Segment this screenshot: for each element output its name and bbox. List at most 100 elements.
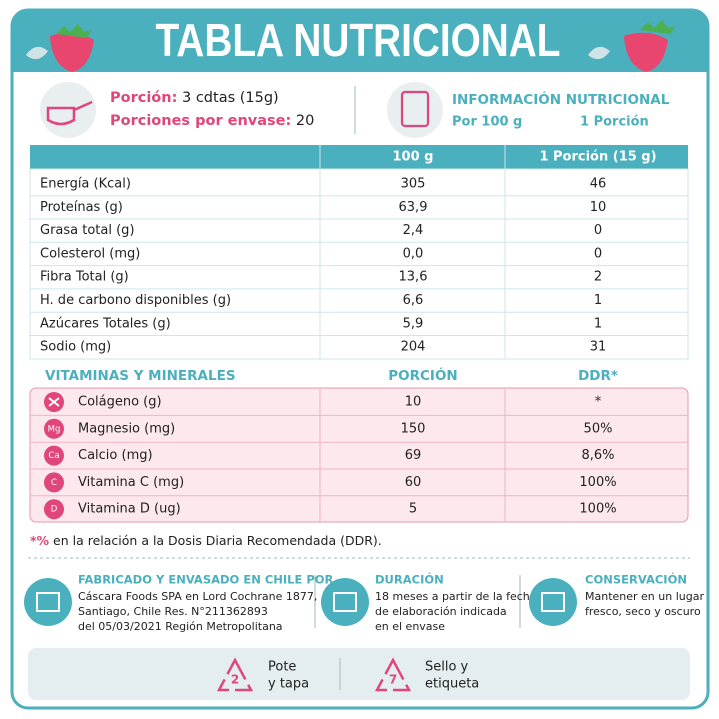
nutrient-name: Grasa total (g) [40, 223, 135, 238]
clipboard-icon [387, 82, 443, 138]
nutrient-name: Proteínas (g) [40, 200, 123, 215]
vitamin-ddr: * [595, 395, 602, 410]
vitamin-name: Calcio (mg) [78, 448, 153, 463]
scoop [46, 100, 93, 126]
icon-label: Ca [48, 451, 59, 461]
table-body [29, 168, 689, 360]
vitamins-header: VITAMINAS Y MINERALES [45, 368, 236, 384]
per-container-value: 20 [296, 113, 314, 129]
title: TABLA NUTRICIONAL [156, 14, 561, 66]
vitamin-ddr: 100% [579, 475, 616, 490]
vitamin-portion: 5 [409, 502, 417, 517]
recycle-label: y tapa [268, 677, 309, 692]
recycle-label: Sello y [425, 660, 469, 675]
vitamin-ddr: 8,6% [581, 448, 614, 463]
leaf [588, 46, 610, 60]
vitamins-header: PORCIÓN [388, 366, 457, 384]
nutrient-name: H. de carbono disponibles (g) [40, 293, 231, 308]
column-header: 1 Porción (15 g) [539, 150, 656, 165]
footnote-mark: *% [30, 533, 50, 548]
column-header: 100 g [393, 150, 434, 165]
footer-icon [529, 578, 577, 626]
cell-value: 63,9 [399, 200, 428, 215]
icon-label: C [51, 478, 57, 488]
recycle-label: etiqueta [425, 677, 479, 692]
recycle-symbol [216, 657, 254, 692]
nutrient-icon [44, 472, 64, 493]
portion-label: Porción: [110, 90, 177, 106]
nutrient-icon [44, 418, 64, 439]
portion: Porción: 3 cdtas (15g) [110, 90, 279, 106]
footer-line: Santiago, Chile Res. N°211362893 [78, 605, 268, 618]
strawberry-left [50, 24, 94, 72]
vitamin-ddr: 50% [584, 421, 613, 436]
cell-value: 6,6 [403, 293, 424, 308]
vitamin-portion: 60 [405, 475, 422, 490]
footer-title: CONSERVACIÓN [585, 572, 687, 587]
nutrient-name: Energía (Kcal) [40, 177, 131, 192]
cell-value: 305 [401, 177, 426, 192]
footer-line: de elaboración indicada [375, 605, 507, 618]
vitamins-header: DDR* [578, 368, 618, 384]
vitamin-ddr: 100% [579, 502, 616, 517]
vitamins-box [29, 387, 689, 523]
cell-value: 10 [590, 200, 607, 215]
vitamin-portion: 69 [405, 448, 422, 463]
clipboard [400, 90, 430, 128]
molecule [48, 397, 60, 407]
recycle-number: 2 [231, 673, 239, 687]
footer-line: en el envase [375, 620, 445, 633]
vitamin-portion: 150 [401, 421, 426, 436]
cell-value: 2,4 [403, 223, 424, 238]
cell-value: 0 [594, 246, 602, 261]
recycle-number: 7 [389, 673, 397, 687]
table-header [30, 145, 688, 169]
vitamin-name: Magnesio (mg) [78, 421, 175, 436]
footer-title: DURACIÓN [375, 572, 444, 587]
cell-value: 2 [594, 270, 602, 285]
nutrient-icon [44, 499, 64, 520]
cell-value: 1 [594, 293, 602, 308]
per-container-label: Porciones por envase: [110, 113, 291, 129]
cell-value: 13,6 [399, 270, 428, 285]
vitamin-portion: 10 [405, 395, 422, 410]
footer-line: Cáscara Foods SPA en Lord Cochrane 1877, [78, 590, 317, 603]
info-title: INFORMACIÓN NUTRICIONAL [452, 90, 670, 108]
footer-glyph [541, 592, 565, 612]
cell-value: 0,0 [403, 246, 424, 261]
cell-value: 1 [594, 316, 602, 331]
nutrient-name: Azúcares Totales (g) [40, 316, 171, 331]
footer-icon [24, 578, 72, 626]
vitamin-name: Colágeno (g) [78, 395, 162, 410]
footer-line: Mantener en un lugar [585, 590, 704, 603]
recycling-band [28, 648, 690, 700]
cell-value: 46 [590, 177, 607, 192]
vitamin-name: Vitamina D (ug) [78, 502, 181, 517]
cell-value: 0 [594, 223, 602, 238]
footer-glyph [36, 592, 60, 612]
info-per-100: Por 100 g [452, 115, 522, 130]
recycle-symbol [374, 657, 412, 692]
icon-label: Mg [48, 424, 61, 434]
nutrient-name: Fibra Total (g) [40, 270, 129, 285]
vitamin-name: Vitamina C (mg) [78, 475, 184, 490]
footer-icon [321, 578, 369, 626]
info-per-portion: 1 Porción [580, 115, 649, 130]
cell-value: 5,9 [403, 316, 424, 331]
nutrient-name: Colesterol (mg) [40, 246, 140, 261]
footnote-text: en la relación a la Dosis Diaria Recomen… [53, 533, 382, 548]
footer-line: 18 meses a partir de la fecha [375, 590, 537, 603]
per-container: Porciones por envase: 20 [110, 113, 314, 129]
nutrient-name: Sodio (mg) [40, 340, 111, 355]
strawberry-right [624, 20, 676, 72]
footer-glyph [333, 592, 357, 612]
portion-value: 3 cdtas (15g) [182, 90, 279, 106]
header-band [12, 10, 708, 72]
recycle-label: Pote [268, 660, 296, 675]
footer-title: FABRICADO Y ENVASADO EN CHILE POR [78, 573, 334, 587]
footer-line: del 05/03/2021 Región Metropolitana [78, 620, 283, 633]
leaf [26, 46, 48, 60]
footnote: *% en la relación a la Dosis Diaria Reco… [30, 533, 382, 548]
cell-value: 204 [401, 340, 426, 355]
